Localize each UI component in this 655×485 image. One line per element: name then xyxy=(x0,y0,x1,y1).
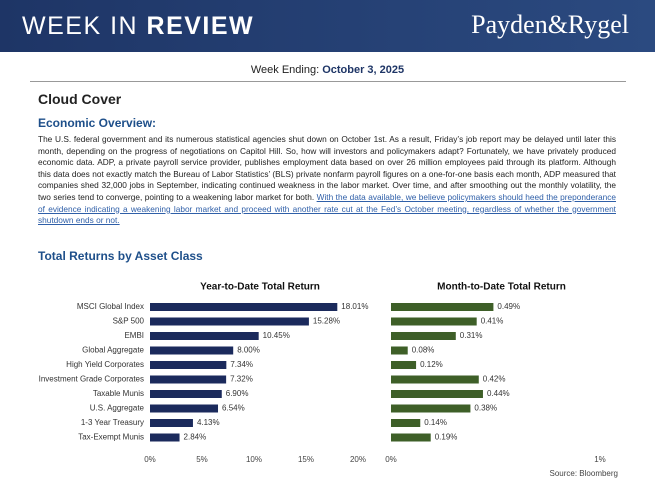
category-label: Tax-Exempt Munis xyxy=(78,433,144,442)
value-label: 7.32% xyxy=(230,375,253,384)
value-label: 0.31% xyxy=(460,331,483,340)
paragraph: The U.S. federal government and its nume… xyxy=(38,134,616,227)
bar xyxy=(391,361,417,369)
value-label: 0.19% xyxy=(435,433,458,442)
bar xyxy=(150,361,227,369)
category-label: 1-3 Year Treasury xyxy=(81,418,144,427)
rule xyxy=(30,81,626,82)
chart-title: Month-to-Date Total Return xyxy=(437,282,566,293)
value-label: 8.00% xyxy=(237,346,260,355)
bar xyxy=(391,303,494,311)
brand: Payden&Rygel xyxy=(471,10,629,39)
bar xyxy=(150,303,338,311)
bar xyxy=(150,433,180,442)
bar xyxy=(150,390,222,398)
value-label: 0.44% xyxy=(487,389,510,398)
week-ending: Week Ending: October 3, 2025 xyxy=(0,64,655,76)
value-label: 2.84% xyxy=(184,433,207,442)
bar xyxy=(391,390,483,398)
category-label: EMBI xyxy=(124,331,144,340)
bar xyxy=(391,375,479,384)
article-title: Cloud Cover xyxy=(38,91,122,107)
title-light: WEEK IN xyxy=(22,12,139,40)
bar xyxy=(391,419,421,427)
paragraph-text: The U.S. federal government and its nume… xyxy=(38,134,616,202)
value-label: 6.90% xyxy=(226,389,249,398)
value-label: 18.01% xyxy=(341,302,368,311)
category-label: Taxable Munis xyxy=(93,389,144,398)
title-bold: REVIEW xyxy=(146,12,255,40)
x-tick-label: 10% xyxy=(246,455,262,464)
source: Source: Bloomberg xyxy=(550,469,618,478)
returns-title: Total Returns by Asset Class xyxy=(38,249,203,263)
bar xyxy=(150,419,193,427)
category-label: U.S. Aggregate xyxy=(90,404,145,413)
value-label: 4.13% xyxy=(197,418,220,427)
value-label: 0.38% xyxy=(474,404,497,413)
category-label: Investment Grade Corporates xyxy=(39,375,144,384)
x-tick-label: 5% xyxy=(196,455,208,464)
x-tick-label: 0% xyxy=(144,455,156,464)
category-label: S&P 500 xyxy=(113,317,145,326)
value-label: 7.34% xyxy=(230,360,253,369)
value-label: 0.08% xyxy=(412,346,435,355)
week-label: Week Ending: xyxy=(250,64,320,76)
header-title: WEEK IN REVIEW xyxy=(22,12,254,41)
value-label: 0.42% xyxy=(483,375,506,384)
bar xyxy=(150,332,259,340)
category-label: MSCI Global Index xyxy=(77,302,144,311)
value-label: 0.49% xyxy=(497,302,520,311)
value-label: 10.45% xyxy=(263,331,290,340)
value-label: 0.41% xyxy=(481,317,504,326)
paragraph-link[interactable]: With the data available, we believe poli… xyxy=(38,191,617,226)
value-label: 6.54% xyxy=(222,404,245,413)
value-label: 0.12% xyxy=(420,360,443,369)
bar xyxy=(391,433,431,442)
bar xyxy=(150,346,234,355)
category-label: Global Aggregate xyxy=(82,346,144,355)
x-tick-label: 1% xyxy=(594,455,606,464)
bar xyxy=(391,346,408,355)
value-label: 15.28% xyxy=(313,317,340,326)
week-date: October 3, 2025 xyxy=(322,64,405,76)
x-tick-label: 15% xyxy=(298,455,314,464)
x-tick-label: 20% xyxy=(350,455,366,464)
x-tick-label: 0% xyxy=(385,455,397,464)
bar xyxy=(391,332,456,340)
header-band: WEEK IN REVIEW Payden&Rygel xyxy=(0,0,655,52)
value-label: 0.14% xyxy=(424,418,447,427)
bar xyxy=(150,317,309,326)
bar xyxy=(391,404,471,413)
section-title: Economic Overview: xyxy=(38,116,157,130)
bar xyxy=(150,375,227,384)
bar xyxy=(391,317,477,326)
category-label: High Yield Corporates xyxy=(66,360,144,369)
chart-title: Year-to-Date Total Return xyxy=(200,282,320,293)
bar xyxy=(150,404,219,413)
